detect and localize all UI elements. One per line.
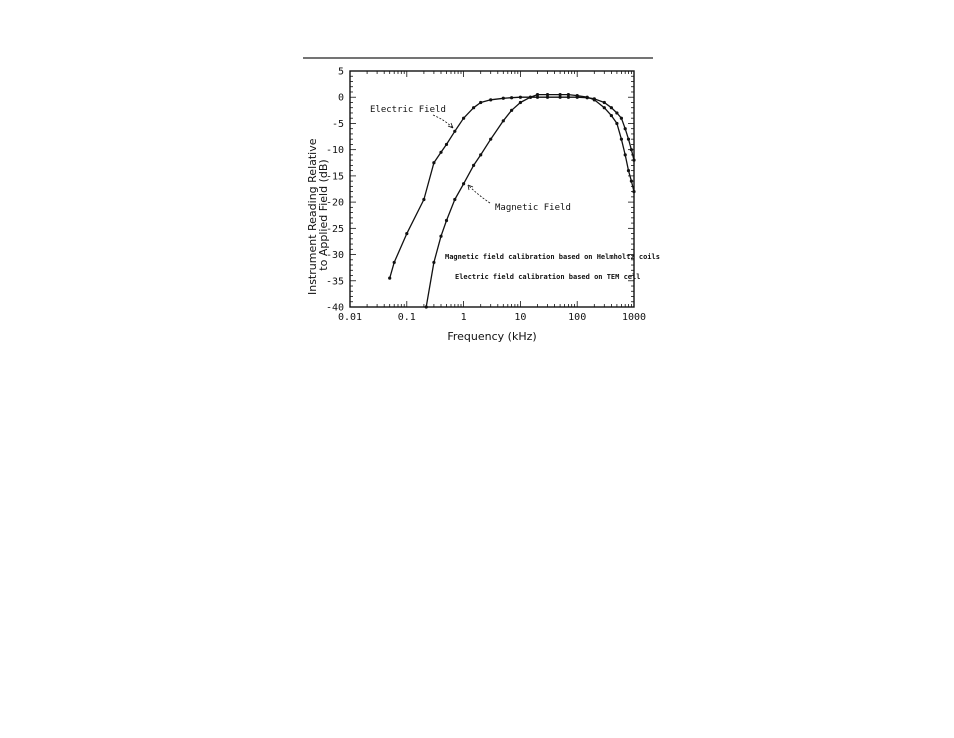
data-point-magnetic-field [602,106,606,110]
data-point-electric-field [462,116,466,120]
y-tick-label: 5 [338,67,344,78]
data-point-electric-field [388,276,392,280]
data-point-magnetic-field [619,137,623,141]
data-point-magnetic-field [518,100,523,105]
y-axis-title: Instrument Reading Relative to Applied F… [306,135,330,295]
y-tick-label: -15 [326,171,344,182]
series-line-magnetic-field [425,93,635,308]
data-point-electric-field [439,150,443,154]
data-point-magnetic-field [432,260,436,265]
data-point-electric-field [615,111,619,115]
data-point-magnetic-field [510,108,514,112]
x-tick-label: 1000 [622,312,646,323]
annotation-electric-arrow [432,114,454,129]
x-axis-title: Frequency (kHz) [447,330,536,343]
data-point-electric-field [444,142,449,147]
annotation-magnetic-arrowhead [467,184,474,191]
annotation-electric-arrowhead [447,122,454,129]
y-axis-tick-labels: 5 0 -5 -10 -15 -20 -25 -30 -35 -40 [326,67,344,314]
data-point-electric-field [619,116,623,120]
data-point-magnetic-field [632,190,636,194]
data-point-magnetic-field [592,98,596,102]
x-tick-label: 100 [568,312,586,323]
y-axis-title-line-1: Instrument Reading Relative [306,138,319,295]
data-point-magnetic-field [615,121,619,126]
annotation-electric-calibration: Electric field calibration based on TEM … [455,273,640,281]
data-point-electric-field [479,100,483,105]
data-point-magnetic-field [535,93,540,97]
data-point-magnetic-field [626,169,631,173]
data-point-electric-field [626,137,631,141]
data-point-magnetic-field [453,197,457,202]
data-point-electric-field [392,260,396,265]
y-tick-label: -30 [326,250,344,261]
x-tick-label: 1 [461,312,467,323]
x-tick-label: 0.1 [398,312,416,323]
data-point-magnetic-field [528,95,533,99]
data-point-electric-field [566,95,571,99]
data-point-magnetic-field [489,137,493,141]
annotation-magnetic-calibration: Magnetic field calibration based on Helm… [445,253,660,261]
series-line-electric-field [389,96,635,279]
y-tick-label: -5 [332,119,344,130]
data-point-electric-field [545,95,550,99]
y-tick-label: -35 [326,276,344,287]
data-point-electric-field [558,95,562,99]
data-point-electric-field [432,161,436,165]
data-point-electric-field [632,158,636,162]
x-axis-ticks [349,71,632,307]
y-tick-label: -40 [326,303,344,314]
data-point-magnetic-field [585,95,589,99]
x-tick-label: 10 [514,312,526,323]
data-point-magnetic-field [444,218,449,223]
data-point-magnetic-field [566,93,571,97]
data-point-electric-field [623,127,627,131]
data-point-electric-field [518,95,523,99]
series-layer [388,93,636,309]
data-point-magnetic-field [609,113,613,118]
data-point-electric-field [405,231,409,236]
y-tick-label: -20 [326,198,344,209]
annotation-magnetic-field: Magnetic Field [495,203,571,213]
data-point-electric-field [422,197,426,202]
y-tick-label: -10 [326,145,344,156]
data-point-magnetic-field [472,163,476,167]
x-tick-label: 0.01 [338,312,362,323]
data-point-magnetic-field [558,93,562,97]
data-point-magnetic-field [479,153,483,157]
data-point-magnetic-field [439,234,443,238]
data-point-electric-field [472,106,476,110]
data-point-electric-field [609,106,613,110]
data-point-electric-field [535,95,540,99]
y-tick-label: 0 [338,93,344,104]
data-point-magnetic-field [629,179,634,183]
data-point-electric-field [510,96,514,100]
annotation-magnetic-arrow [467,184,491,204]
data-point-electric-field [629,148,634,152]
data-point-magnetic-field [501,119,505,123]
data-point-magnetic-field [462,182,466,186]
y-tick-label: -25 [326,224,344,235]
annotation-electric-field: Electric Field [370,105,446,115]
data-point-magnetic-field [545,93,550,97]
y-axis-title-line-2: to Applied Field (dB) [317,159,330,270]
data-point-magnetic-field [575,94,579,98]
data-point-magnetic-field [623,153,627,157]
x-axis-tick-labels: 0.01 0.1 1 10 100 1000 [338,312,646,323]
data-point-electric-field [489,98,493,102]
data-point-electric-field [453,129,457,133]
data-point-electric-field [602,100,606,105]
data-point-magnetic-field [424,305,428,309]
data-point-electric-field [501,96,505,100]
